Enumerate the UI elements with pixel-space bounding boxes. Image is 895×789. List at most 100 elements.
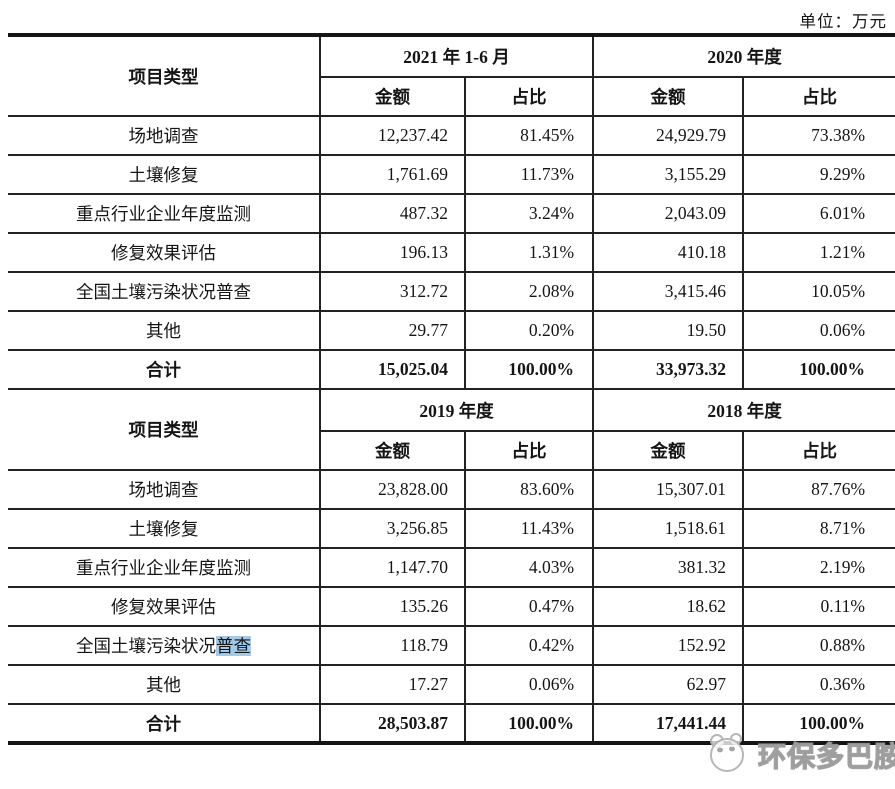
table-row: 修复效果评估 135.26 0.47% 18.62 0.11% — [8, 586, 895, 626]
total-ratio-cell: 100.00% — [465, 703, 595, 743]
amount-cell: 23,828.00 — [320, 469, 466, 509]
amount-cell: 2,043.09 — [593, 193, 745, 233]
category-cell-with-highlight: 全国土壤污染状况普查 — [8, 625, 321, 665]
total-row: 合计 28,503.87 100.00% 17,441.44 100.00% — [8, 703, 895, 743]
amount-cell: 381.32 — [593, 547, 745, 587]
category-header: 项目类型 — [8, 35, 321, 116]
category-cell: 场地调查 — [8, 469, 321, 509]
amount-cell: 62.97 — [593, 664, 745, 704]
table-row: 重点行业企业年度监测 487.32 3.24% 2,043.09 6.01% — [8, 193, 895, 233]
project-revenue-table: 项目类型 2021 年 1-6 月 2020 年度 金额 占比 金额 占比 场地… — [8, 33, 895, 745]
period-header-2019: 2019 年度 — [320, 388, 595, 431]
category-cell: 土壤修复 — [8, 154, 321, 194]
ratio-cell: 73.38% — [743, 115, 895, 155]
ratio-header: 占比 — [743, 76, 895, 116]
total-label: 合计 — [8, 703, 321, 743]
amount-cell: 24,929.79 — [593, 115, 745, 155]
header-row-periods-1: 项目类型 2021 年 1-6 月 2020 年度 — [8, 35, 895, 116]
category-cell: 场地调查 — [8, 115, 321, 155]
amount-cell: 19.50 — [593, 310, 745, 350]
category-cell: 修复效果评估 — [8, 232, 321, 272]
total-label: 合计 — [8, 349, 321, 389]
table-row: 全国土壤污染状况普查 118.79 0.42% 152.92 0.88% — [8, 625, 895, 665]
table-row: 场地调查 23,828.00 83.60% 15,307.01 87.76% — [8, 469, 895, 509]
ratio-cell: 0.06% — [465, 664, 595, 704]
ratio-cell: 10.05% — [743, 271, 895, 311]
ratio-cell: 4.03% — [465, 547, 595, 587]
amount-cell: 1,147.70 — [320, 547, 466, 587]
amount-cell: 3,415.46 — [593, 271, 745, 311]
total-amount-cell: 33,973.32 — [593, 349, 745, 389]
table-row: 场地调查 12,237.42 81.45% 24,929.79 73.38% — [8, 115, 895, 155]
category-cell: 全国土壤污染状况普查 — [8, 271, 321, 311]
total-ratio-cell: 100.00% — [743, 703, 895, 743]
total-ratio-cell: 100.00% — [465, 349, 595, 389]
header-row-periods-2: 项目类型 2019 年度 2018 年度 — [8, 388, 895, 470]
amount-cell: 1,761.69 — [320, 154, 466, 194]
ratio-cell: 9.29% — [743, 154, 895, 194]
amount-cell: 410.18 — [593, 232, 745, 272]
category-cell: 重点行业企业年度监测 — [8, 547, 321, 587]
category-header: 项目类型 — [8, 388, 321, 470]
ratio-cell: 0.20% — [465, 310, 595, 350]
amount-header: 金额 — [320, 430, 466, 470]
amount-cell: 29.77 — [320, 310, 466, 350]
amount-cell: 152.92 — [593, 625, 745, 665]
category-cell: 其他 — [8, 664, 321, 704]
amount-header: 金额 — [320, 76, 466, 116]
total-amount-cell: 17,441.44 — [593, 703, 745, 743]
period-header-2018: 2018 年度 — [593, 388, 895, 431]
total-amount-cell: 15,025.04 — [320, 349, 466, 389]
ratio-cell: 0.42% — [465, 625, 595, 665]
ratio-cell: 8.71% — [743, 508, 895, 548]
amount-cell: 1,518.61 — [593, 508, 745, 548]
header-row-subcolumns-2: 金额 占比 金额 占比 — [8, 430, 895, 470]
category-cell: 修复效果评估 — [8, 586, 321, 626]
period-header-2020: 2020 年度 — [707, 47, 782, 67]
table-row: 修复效果评估 196.13 1.31% 410.18 1.21% — [8, 232, 895, 272]
ratio-cell: 2.08% — [465, 271, 595, 311]
ratio-header: 占比 — [465, 76, 595, 116]
period-header-2021: 2021 年 1-6 月 — [320, 35, 595, 77]
ratio-cell: 83.60% — [465, 469, 595, 509]
ratio-header: 占比 — [743, 430, 895, 470]
category-cell: 其他 — [8, 310, 321, 350]
amount-cell: 12,237.42 — [320, 115, 466, 155]
amount-cell: 17.27 — [320, 664, 466, 704]
amount-cell: 18.62 — [593, 586, 745, 626]
table-row: 其他 17.27 0.06% 62.97 0.36% — [8, 664, 895, 704]
ratio-header: 占比 — [465, 430, 595, 470]
amount-header: 金额 — [593, 430, 745, 470]
total-row: 合计 15,025.04 100.00% 33,973.32 100.00% — [8, 349, 895, 389]
ratio-cell: 0.36% — [743, 664, 895, 704]
amount-cell: 312.72 — [320, 271, 466, 311]
ratio-cell: 2.19% — [743, 547, 895, 587]
amount-cell: 135.26 — [320, 586, 466, 626]
ratio-cell: 0.47% — [465, 586, 595, 626]
ratio-cell: 0.06% — [743, 310, 895, 350]
table-row: 土壤修复 3,256.85 11.43% 1,518.61 8.71% — [8, 508, 895, 548]
table-row: 土壤修复 1,761.69 11.73% 3,155.29 9.29% — [8, 154, 895, 194]
ratio-cell: 81.45% — [465, 115, 595, 155]
amount-cell: 3,155.29 — [593, 154, 745, 194]
table-row: 全国土壤污染状况普查 312.72 2.08% 3,415.46 10.05% — [8, 271, 895, 311]
ratio-cell: 11.43% — [465, 508, 595, 548]
amount-cell: 3,256.85 — [320, 508, 466, 548]
ratio-cell: 3.24% — [465, 193, 595, 233]
total-ratio-cell: 100.00% — [743, 349, 895, 389]
ratio-cell: 0.11% — [743, 586, 895, 626]
amount-cell: 118.79 — [320, 625, 466, 665]
ratio-cell: 11.73% — [465, 154, 595, 194]
ratio-cell: 1.31% — [465, 232, 595, 272]
header-row-subcolumns-1: 金额 占比 金额 占比 — [8, 76, 895, 116]
ratio-cell: 6.01% — [743, 193, 895, 233]
amount-cell: 15,307.01 — [593, 469, 745, 509]
category-cell: 重点行业企业年度监测 — [8, 193, 321, 233]
amount-cell: 196.13 — [320, 232, 466, 272]
highlighted-text: 普查 — [216, 636, 251, 656]
unit-label: 单位：万元 — [799, 12, 887, 31]
amount-header: 金额 — [593, 76, 745, 116]
category-cell: 土壤修复 — [8, 508, 321, 548]
ratio-cell: 87.76% — [743, 469, 895, 509]
ratio-cell: 0.88% — [743, 625, 895, 665]
